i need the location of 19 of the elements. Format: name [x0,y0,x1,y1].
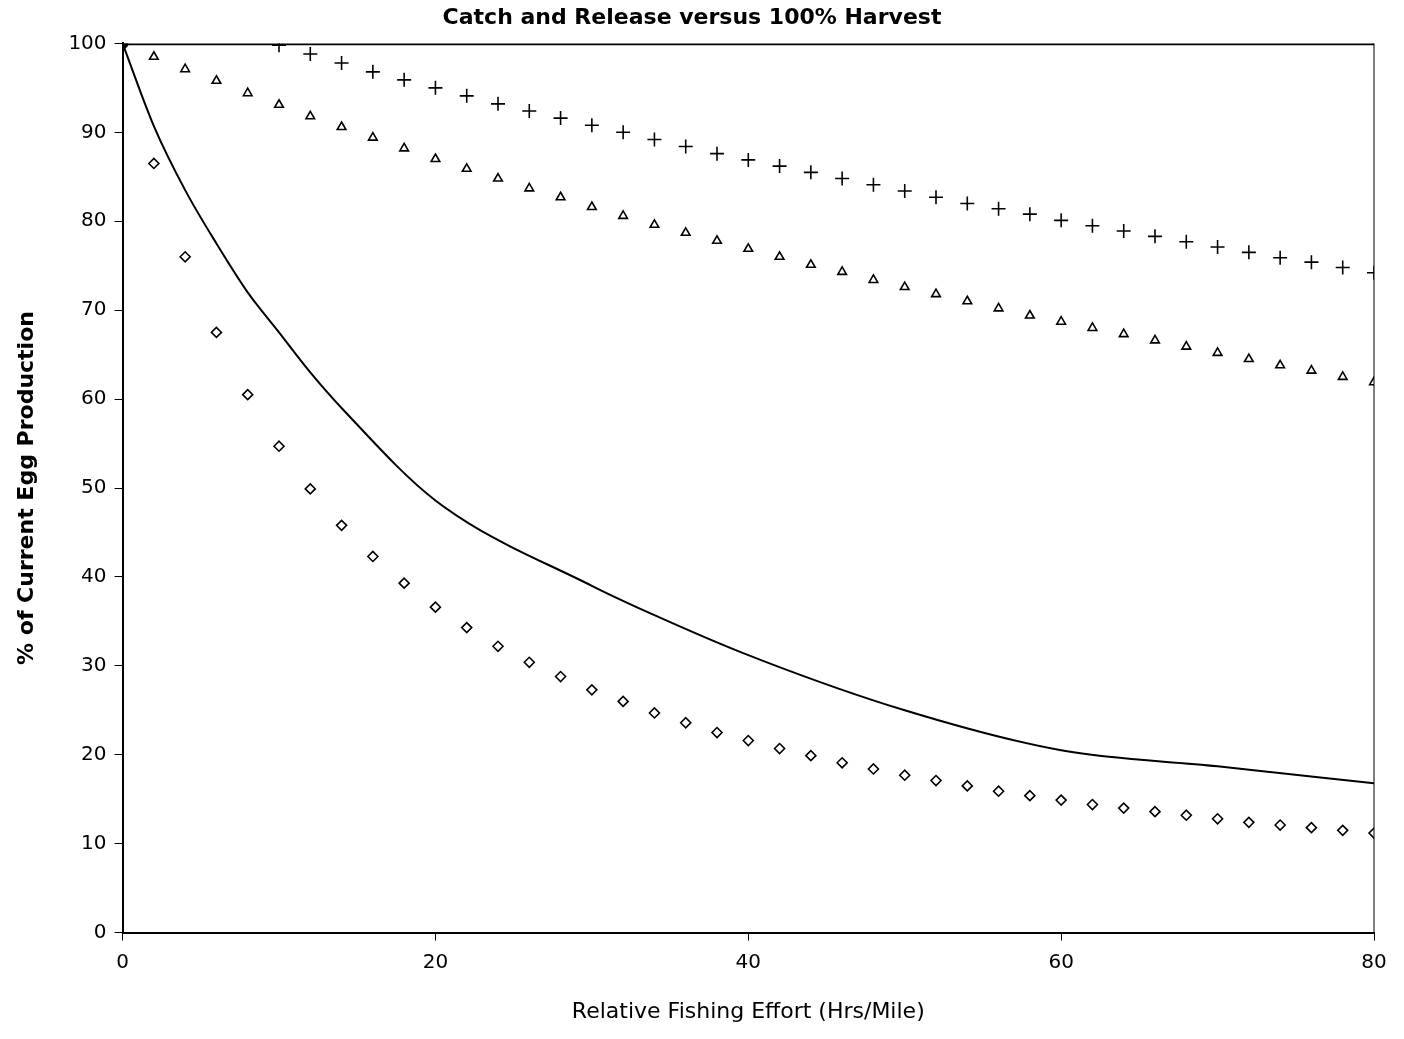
y-tick-label: 60 [81,385,107,410]
x-tick-label: 80 [1361,948,1387,973]
y-tick-label: 90 [81,118,107,143]
y-tick-label: 30 [81,652,107,677]
x-tick-label: 40 [735,948,762,973]
y-tick-label: 50 [81,474,107,499]
x-axis-title: Relative Fishing Effort (Hrs/Mile) [571,997,925,1023]
y-tick-label: 100 [68,29,107,54]
y-axis-title: % of Current Egg Production [12,311,38,665]
y-tick-label: 70 [81,296,107,321]
y-tick-label: 80 [81,207,107,232]
x-tick-label: 0 [116,948,129,973]
y-tick-label: 40 [81,563,107,588]
y-tick-label: 20 [81,740,107,765]
y-tick-label: 10 [81,829,107,854]
x-tick-label: 60 [1048,948,1074,973]
chart-title: Catch and Release versus 100% Harvest [442,3,942,29]
y-tick-label: 0 [93,918,107,943]
x-tick-label: 20 [422,948,449,973]
